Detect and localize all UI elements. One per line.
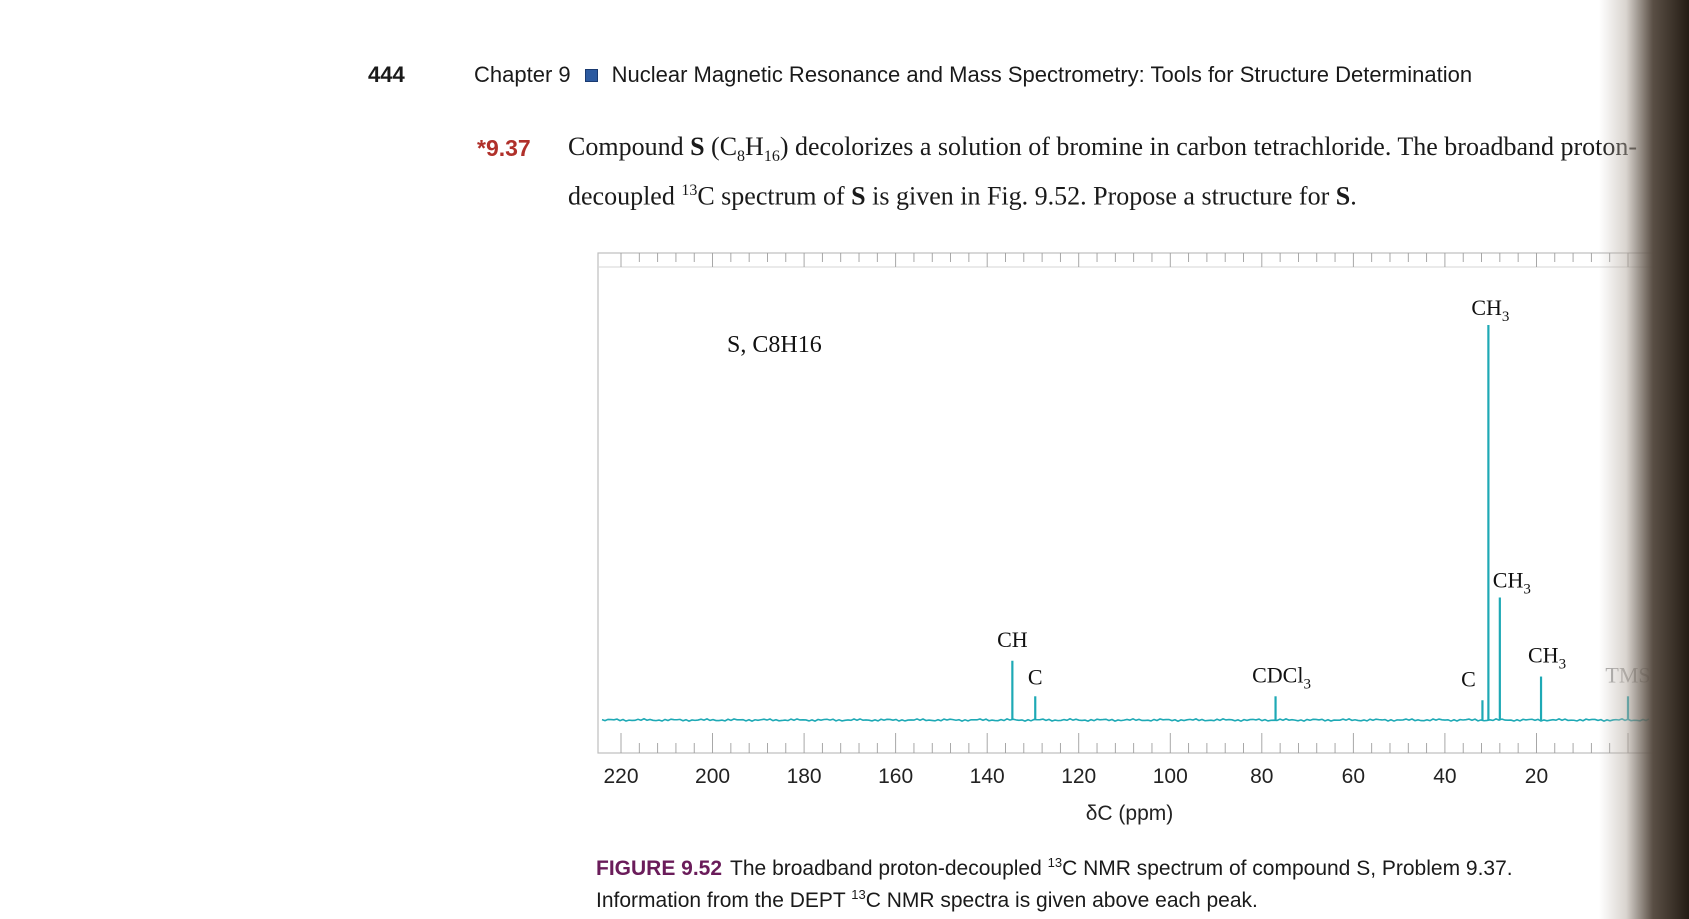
figure-label: FIGURE 9.52 — [596, 857, 723, 880]
figure-caption: FIGURE 9.52 The broadband proton-decouple… — [596, 855, 1513, 912]
problem-text: Compound S (C8H16) decolorizes a solutio… — [568, 132, 1638, 211]
x-tick-label: 40 — [1433, 765, 1456, 788]
x-tick-label: 120 — [1061, 765, 1096, 788]
x-tick-label: 60 — [1342, 765, 1365, 788]
peak-label: CH — [997, 627, 1028, 652]
peak-label: C — [1461, 666, 1476, 691]
x-axis-label: δC (ppm) — [1086, 802, 1174, 825]
peak-label: C — [1028, 664, 1043, 689]
x-tick-label: 100 — [1153, 765, 1188, 788]
x-tick-label: 80 — [1250, 765, 1273, 788]
chart-title: S, C8H16 — [727, 332, 822, 358]
plot-frame — [597, 252, 1689, 754]
peak-label: CH3 — [1471, 295, 1509, 325]
x-tick-label: 140 — [970, 765, 1005, 788]
x-tick-label: 180 — [787, 765, 822, 788]
peak-label: CH3 — [1528, 643, 1566, 673]
baseline-trace — [601, 717, 1650, 723]
x-tick-label: 20 — [1525, 765, 1548, 788]
x-tick-label: 160 — [878, 765, 913, 788]
x-tick-label: 200 — [695, 765, 730, 788]
chapter-title: Nuclear Magnetic Resonance and Mass Spec… — [611, 62, 1473, 87]
nmr-spectrum-chart: 220 200 180 160 140 120 100 80 60 40 20 δC (ppm) S, … — [590, 245, 1689, 845]
chapter-label: Chapter 9 — [474, 62, 571, 87]
page-binding-shadow — [1599, 0, 1689, 919]
square-bullet-icon — [584, 68, 598, 82]
chapter-header: Chapter 9 Nuclear Magnetic Resonance and … — [474, 62, 1472, 88]
peak-label: CDCl3 — [1252, 662, 1311, 692]
x-tick-label: 220 — [603, 765, 638, 788]
nmr-spectrum-svg: 220 200 180 160 140 120 100 80 60 40 20 δC (ppm) S, … — [597, 252, 1689, 825]
problem-number: *9.37 — [477, 135, 531, 161]
page-number: 444 — [368, 62, 405, 87]
peak-label: CH3 — [1493, 568, 1531, 598]
